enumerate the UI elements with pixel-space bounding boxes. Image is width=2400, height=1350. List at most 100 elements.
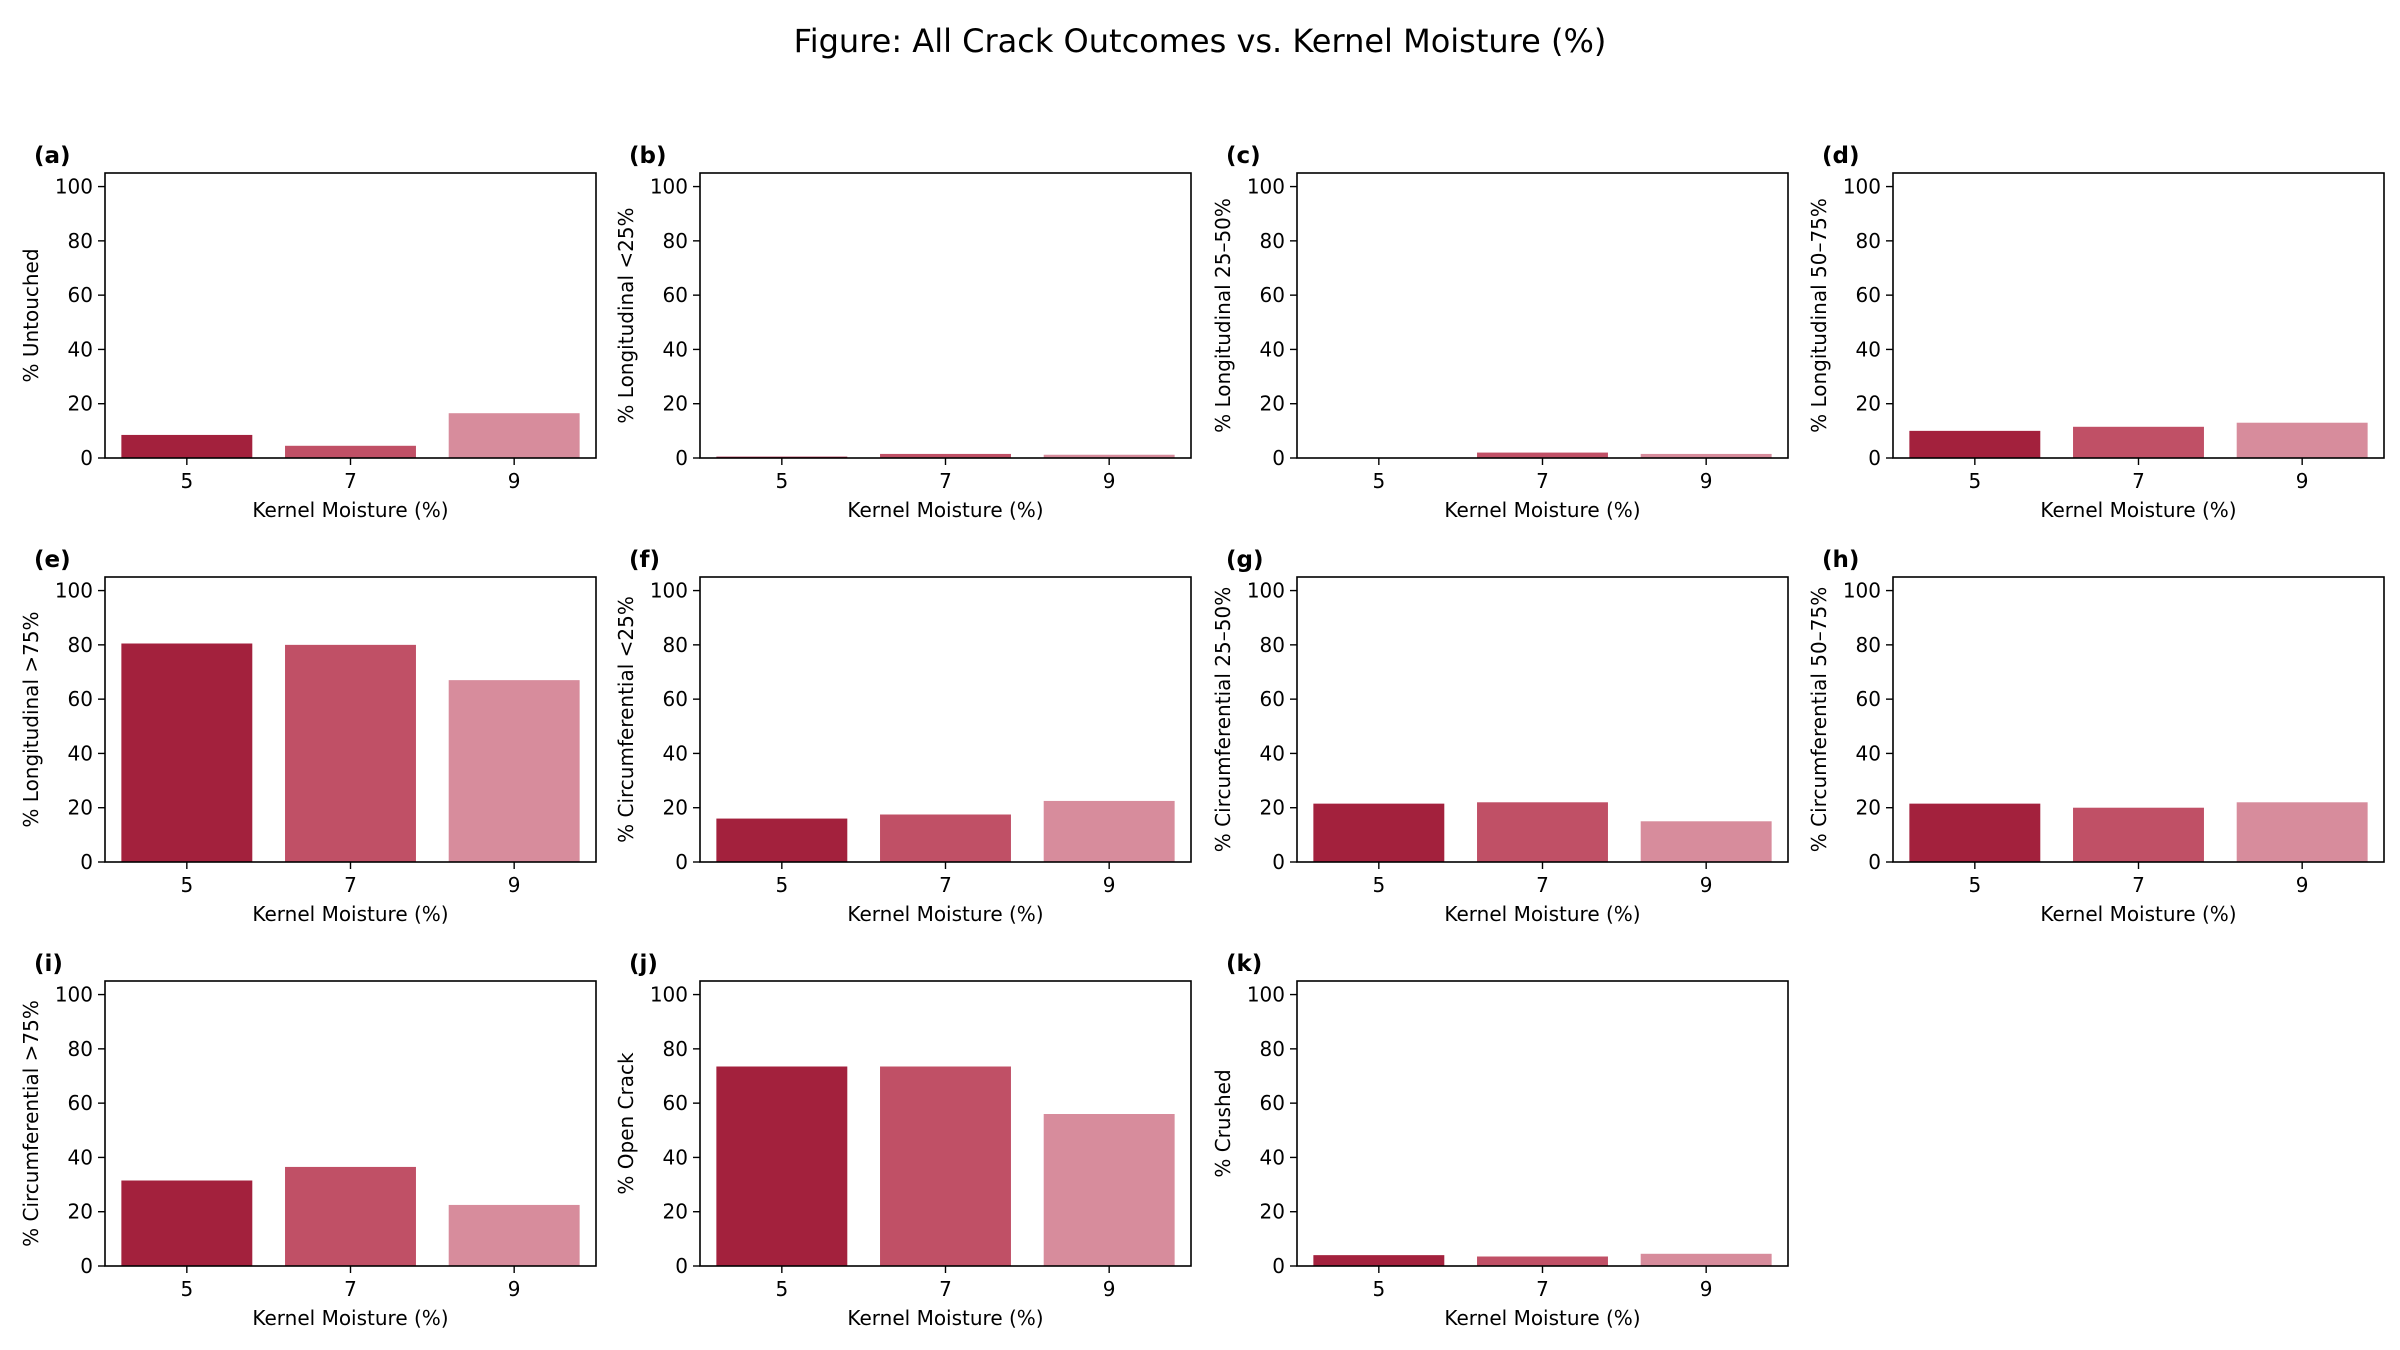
bar-moisture-9 bbox=[1640, 1253, 1772, 1266]
y-axis-label: % Longitudinal 50–75% bbox=[1807, 198, 1831, 433]
y-axis-label: % Circumferential >75% bbox=[19, 1000, 43, 1247]
y-tick-label: 100 bbox=[55, 983, 93, 1007]
bar-moisture-5 bbox=[716, 818, 848, 862]
y-tick-label: 100 bbox=[55, 175, 93, 199]
x-tick-label: 7 bbox=[344, 873, 357, 897]
y-tick-label: 20 bbox=[1260, 392, 1285, 416]
y-tick-label: 80 bbox=[1260, 229, 1285, 253]
y-tick-label: 80 bbox=[68, 1037, 93, 1061]
y-tick-label: 0 bbox=[675, 446, 688, 470]
bar-moisture-5 bbox=[1909, 430, 2041, 458]
y-tick-label: 20 bbox=[1856, 392, 1881, 416]
y-tick-label: 0 bbox=[80, 446, 93, 470]
y-tick-label: 40 bbox=[68, 741, 93, 765]
y-tick-label: 40 bbox=[68, 337, 93, 361]
bar-moisture-7 bbox=[880, 814, 1011, 862]
x-tick-label: 9 bbox=[508, 469, 521, 493]
y-tick-label: 100 bbox=[1247, 983, 1285, 1007]
bar-moisture-5 bbox=[1313, 1255, 1445, 1266]
y-tick-label: 20 bbox=[68, 392, 93, 416]
x-tick-label: 7 bbox=[939, 469, 952, 493]
y-tick-label: 100 bbox=[1843, 579, 1881, 603]
y-tick-label: 40 bbox=[663, 1145, 688, 1169]
x-tick-label: 5 bbox=[775, 873, 788, 897]
subplot-h: (h) 0 20 40 60 80 100 5 7 9 Kernel Moisture (%) % C… bbox=[1807, 547, 2385, 926]
y-tick-label: 20 bbox=[1856, 796, 1881, 820]
panel-tag: (i) bbox=[34, 951, 63, 977]
subplot-c: (c) 0 20 40 60 80 100 5 7 9 Kernel Moisture (%) % L… bbox=[1211, 143, 1789, 522]
bar-moisture-5 bbox=[121, 643, 253, 862]
x-axis-label: Kernel Moisture (%) bbox=[1444, 498, 1640, 522]
y-tick-label: 0 bbox=[675, 850, 688, 874]
x-tick-label: 9 bbox=[1700, 469, 1713, 493]
y-tick-label: 20 bbox=[1260, 796, 1285, 820]
x-axis-label: Kernel Moisture (%) bbox=[2040, 498, 2236, 522]
subplot-grid: (a) 0 20 40 60 80 100 5 7 9 Kernel Moisture (%) % U… bbox=[19, 143, 2385, 1330]
bar-moisture-7 bbox=[880, 453, 1011, 458]
y-tick-label: 80 bbox=[68, 229, 93, 253]
x-tick-label: 9 bbox=[1700, 1277, 1713, 1301]
y-tick-label: 80 bbox=[1260, 1037, 1285, 1061]
subplot-b: (b) 0 20 40 60 80 100 5 7 9 Kernel Moisture (%) % L… bbox=[614, 143, 1192, 522]
x-tick-label: 9 bbox=[1103, 469, 1116, 493]
x-tick-label: 7 bbox=[1536, 873, 1549, 897]
x-axis-label: Kernel Moisture (%) bbox=[252, 1306, 448, 1330]
x-tick-label: 9 bbox=[1103, 873, 1116, 897]
plot-frame bbox=[1296, 980, 1789, 1267]
x-tick-label: 9 bbox=[1103, 1277, 1116, 1301]
bar-moisture-9 bbox=[1043, 800, 1175, 862]
bar-moisture-5 bbox=[121, 1180, 253, 1266]
y-axis-label: % Longitudinal <25% bbox=[614, 207, 638, 423]
y-tick-label: 20 bbox=[68, 796, 93, 820]
bar-moisture-7 bbox=[1477, 1256, 1608, 1266]
y-tick-label: 80 bbox=[1856, 229, 1881, 253]
panel-tag: (a) bbox=[34, 143, 71, 169]
y-tick-label: 80 bbox=[68, 633, 93, 657]
y-tick-label: 80 bbox=[1260, 633, 1285, 657]
y-tick-label: 0 bbox=[80, 850, 93, 874]
y-tick-label: 0 bbox=[675, 1254, 688, 1278]
y-tick-label: 100 bbox=[650, 983, 688, 1007]
y-tick-label: 0 bbox=[1868, 850, 1881, 874]
y-tick-label: 20 bbox=[663, 1200, 688, 1224]
x-tick-label: 5 bbox=[1372, 469, 1385, 493]
x-tick-label: 7 bbox=[939, 1277, 952, 1301]
y-tick-label: 80 bbox=[663, 229, 688, 253]
subplot-f: (f) 0 20 40 60 80 100 5 7 9 Kernel Moisture (%) % C… bbox=[614, 547, 1192, 926]
y-tick-label: 60 bbox=[68, 687, 93, 711]
bar-moisture-7 bbox=[285, 445, 416, 458]
x-axis-label: Kernel Moisture (%) bbox=[1444, 902, 1640, 926]
x-tick-label: 7 bbox=[344, 1277, 357, 1301]
subplot-i: (i) 0 20 40 60 80 100 5 7 9 Kernel Moisture (%) % C… bbox=[19, 951, 597, 1330]
bar-moisture-9 bbox=[2236, 802, 2368, 862]
y-tick-label: 80 bbox=[1856, 633, 1881, 657]
bar-moisture-7 bbox=[2073, 426, 2204, 458]
x-axis-label: Kernel Moisture (%) bbox=[847, 902, 1043, 926]
plot-frame bbox=[1892, 172, 2385, 459]
bar-moisture-9 bbox=[1043, 454, 1175, 458]
y-tick-label: 60 bbox=[1260, 283, 1285, 307]
y-tick-label: 100 bbox=[650, 175, 688, 199]
y-tick-label: 20 bbox=[663, 796, 688, 820]
x-tick-label: 7 bbox=[344, 469, 357, 493]
panel-tag: (k) bbox=[1226, 951, 1262, 977]
subplot-e: (e) 0 20 40 60 80 100 5 7 9 Kernel Moisture (%) % L… bbox=[19, 547, 597, 926]
panel-tag: (c) bbox=[1226, 143, 1261, 169]
y-tick-label: 100 bbox=[1247, 175, 1285, 199]
y-axis-label: % Open Crack bbox=[614, 1052, 638, 1195]
y-tick-label: 0 bbox=[80, 1254, 93, 1278]
subplot-g: (g) 0 20 40 60 80 100 5 7 9 Kernel Moisture (%) % C… bbox=[1211, 547, 1789, 926]
bar-moisture-9 bbox=[448, 413, 580, 458]
subplot-j: (j) 0 20 40 60 80 100 5 7 9 Kernel Moisture (%) % O… bbox=[614, 951, 1192, 1330]
bar-moisture-9 bbox=[2236, 422, 2368, 458]
x-tick-label: 5 bbox=[1968, 469, 1981, 493]
bar-moisture-7 bbox=[1477, 452, 1608, 458]
x-axis-label: Kernel Moisture (%) bbox=[847, 498, 1043, 522]
y-tick-label: 40 bbox=[1260, 337, 1285, 361]
figure-title: Figure: All Crack Outcomes vs. Kernel Mo… bbox=[794, 22, 1607, 60]
x-axis-label: Kernel Moisture (%) bbox=[847, 1306, 1043, 1330]
y-tick-label: 40 bbox=[1856, 741, 1881, 765]
y-tick-label: 60 bbox=[68, 283, 93, 307]
bar-moisture-9 bbox=[448, 680, 580, 862]
y-tick-label: 60 bbox=[663, 1091, 688, 1115]
